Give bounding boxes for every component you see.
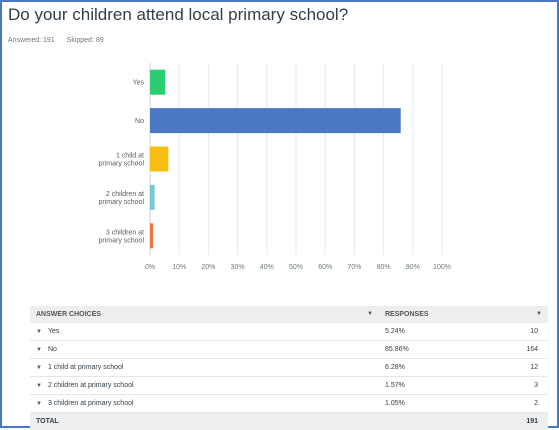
table-row[interactable]: ▼ 2 children at primary school 1.57% 3 — [30, 377, 548, 395]
question-title: Do your children attend local primary sc… — [8, 5, 349, 24]
x-tick-label: 30% — [231, 264, 245, 271]
x-tick-label: 20% — [201, 264, 215, 271]
x-tick-label: 80% — [377, 264, 391, 271]
responses-header[interactable]: RESPONSES — [385, 311, 429, 318]
bar[interactable] — [150, 69, 166, 95]
table-row[interactable]: ▼ 3 children at primary school 1.05% 2 — [30, 395, 548, 413]
response-percent: 85.86% — [385, 346, 409, 353]
skipped-count: Skipped: 89 — [66, 37, 104, 44]
answer-choice-label: No — [47, 346, 57, 353]
caret-down-icon[interactable]: ▼ — [367, 311, 373, 317]
table-row[interactable]: ▼ 1 child at primary school 6.28% 12 — [30, 359, 548, 377]
response-count: 10 — [530, 328, 538, 335]
response-percent: 1.05% — [385, 400, 405, 407]
category-label: primary school — [98, 161, 144, 168]
responses-table: ANSWER CHOICES ▼ RESPONSES ▼ ▼ Yes 5.24% 10… — [30, 306, 548, 430]
table-row[interactable]: ▼ Yes 5.24% 10 — [30, 323, 548, 341]
answer-choice: ▼ Yes — [36, 323, 59, 341]
caret-down-icon[interactable]: ▼ — [36, 365, 42, 371]
answer-choice: ▼ 1 child at primary school — [36, 359, 123, 377]
answer-choice-label: 3 children at primary school — [47, 400, 134, 407]
bar[interactable] — [150, 108, 401, 134]
x-tick-label: 60% — [318, 264, 332, 271]
answer-choices-header[interactable]: ANSWER CHOICES — [36, 311, 101, 318]
total-count: 191 — [526, 418, 538, 425]
answer-choice-label: Yes — [47, 328, 60, 335]
table-body: ▼ Yes 5.24% 10 ▼ No 85.86% 164 ▼ 1 child at prima… — [30, 323, 548, 413]
total-row: TOTAL 191 — [30, 413, 548, 430]
total-label: TOTAL — [36, 418, 59, 425]
x-tick-label: 0% — [145, 264, 155, 271]
answer-choice: ▼ No — [36, 341, 57, 359]
answer-choice: ▼ 3 children at primary school — [36, 395, 134, 413]
caret-down-icon[interactable]: ▼ — [536, 311, 542, 317]
table-header-row: ANSWER CHOICES ▼ RESPONSES ▼ — [30, 306, 548, 323]
x-tick-label: 100% — [433, 264, 451, 271]
category-label: 2 children at — [106, 191, 144, 198]
caret-down-icon[interactable]: ▼ — [36, 329, 42, 335]
table-row[interactable]: ▼ No 85.86% 164 — [30, 341, 548, 359]
category-label: No — [135, 118, 144, 125]
bar[interactable] — [150, 184, 155, 210]
category-label: 1 child at — [116, 153, 144, 160]
response-count: 2 — [534, 400, 538, 407]
category-label: Yes — [133, 80, 145, 87]
response-percent: 5.24% — [385, 328, 405, 335]
answered-count: Answered: 191 — [8, 37, 55, 44]
answer-choice-label: 1 child at primary school — [47, 364, 124, 371]
response-count: 3 — [534, 382, 538, 389]
response-count: 164 — [526, 346, 538, 353]
x-tick-label: 70% — [347, 264, 361, 271]
x-tick-label: 50% — [289, 264, 303, 271]
bar[interactable] — [150, 146, 169, 172]
answer-choice: ▼ 2 children at primary school — [36, 377, 134, 395]
category-label: primary school — [98, 199, 144, 206]
response-count: 12 — [530, 364, 538, 371]
response-percent: 1.57% — [385, 382, 405, 389]
response-percent: 6.28% — [385, 364, 405, 371]
caret-down-icon[interactable]: ▼ — [36, 383, 42, 389]
category-label: 3 children at — [106, 229, 144, 236]
bar[interactable] — [150, 223, 154, 249]
x-tick-label: 90% — [406, 264, 420, 271]
x-tick-label: 10% — [172, 264, 186, 271]
category-label: primary school — [98, 237, 144, 244]
caret-down-icon[interactable]: ▼ — [36, 401, 42, 407]
answer-choice-label: 2 children at primary school — [47, 382, 134, 389]
x-tick-label: 40% — [260, 264, 274, 271]
response-stats: Answered: 191 Skipped: 89 — [8, 37, 114, 44]
caret-down-icon[interactable]: ▼ — [36, 347, 42, 353]
bar-chart: 0% 10% 20% 30% 40% 50% 60% 70% 80% 90% 100% Yes No 1 … — [98, 63, 451, 271]
